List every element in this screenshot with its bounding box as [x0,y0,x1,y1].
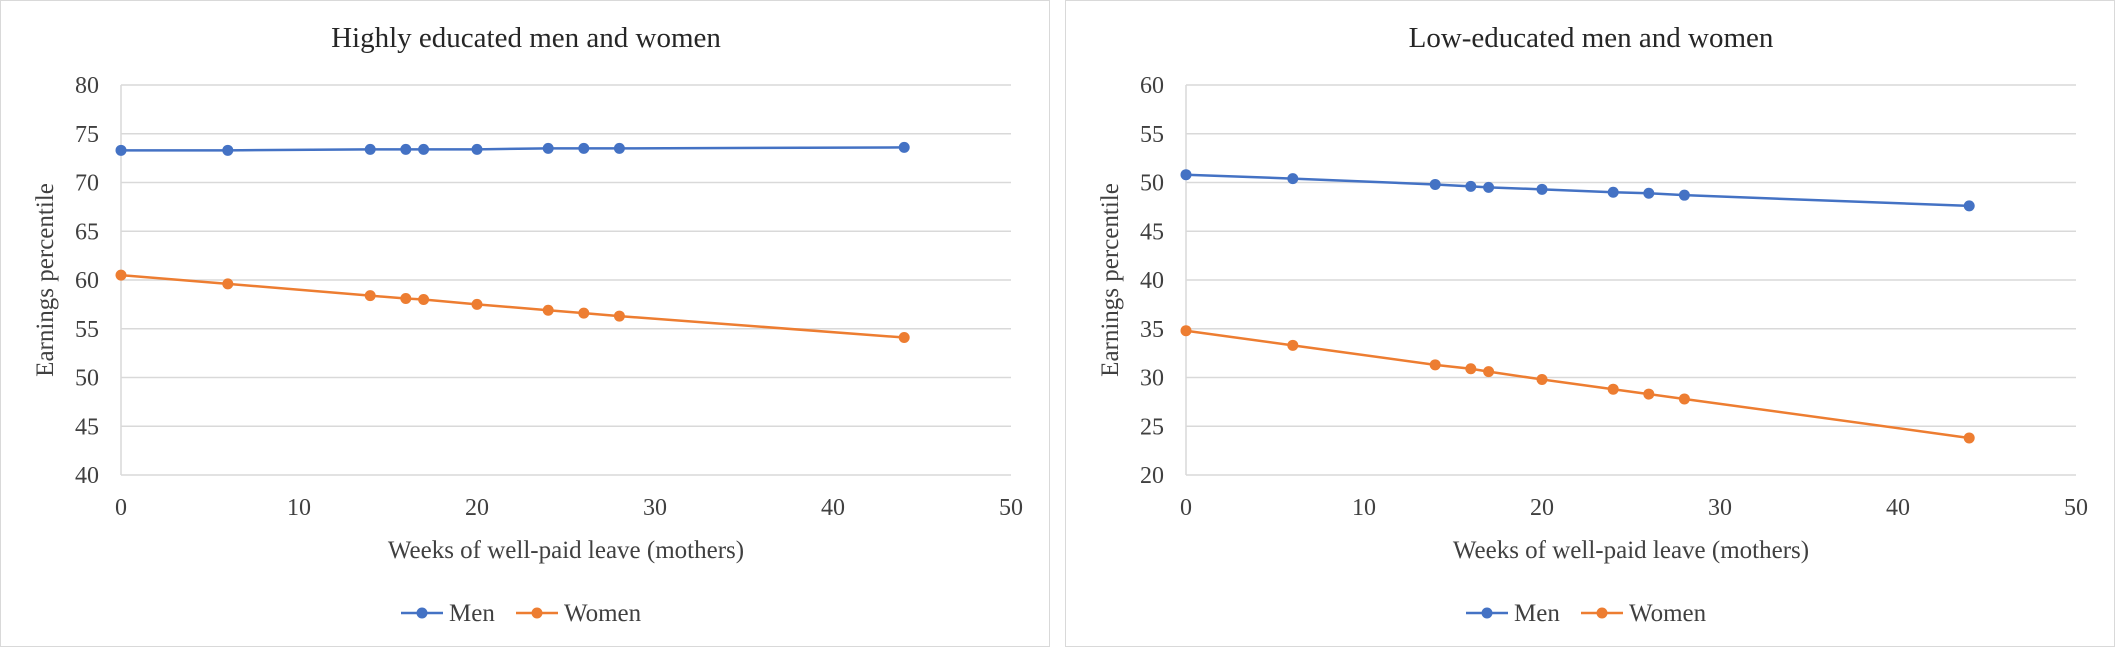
y-tick-label: 60 [1140,73,1164,99]
data-point-men [1536,183,1548,195]
data-point-men [222,144,234,156]
y-tick-label: 40 [1140,268,1164,294]
x-tick-label: 40 [821,495,845,521]
y-tick-label: 45 [1140,219,1164,245]
data-point-men [578,142,590,154]
y-tick-label: 50 [75,366,99,392]
data-point-men [1607,186,1619,198]
series-line-men [1185,173,1970,208]
legend-marker-men [1481,607,1493,619]
chart-title: Low-educated men and women [1409,22,1774,54]
y-tick-label: 25 [1140,414,1164,440]
y-tick-label: 20 [1140,463,1164,489]
y-tick-label: 35 [1140,317,1164,343]
x-axis-label: Weeks of well-paid leave (mothers) [388,537,744,564]
y-tick-label: 55 [1140,122,1164,148]
x-tick-label: 0 [1180,495,1192,521]
data-point-women [578,307,590,319]
data-point-men [1643,187,1655,199]
chart-title: Highly educated men and women [331,22,721,54]
data-point-women [1465,363,1477,375]
legend-label-women: Women [1629,600,1707,627]
x-tick-label: 0 [115,495,127,521]
data-point-women [1287,339,1299,351]
x-tick-label: 50 [2064,495,2088,521]
data-point-women [1429,359,1441,371]
data-point-women [1607,383,1619,395]
chart-panel-highly-educated: Highly educated men and women 40 45 50 55 60 6… [0,0,1050,647]
data-point-women [1536,373,1548,385]
data-point-men [418,143,430,155]
y-tick-label: 80 [75,73,99,99]
chart-svg-low-educated: Low-educated men and women 20 25 30 35 40 45 50… [1097,22,2088,627]
data-point-men [115,144,127,156]
y-tick-label: 50 [1140,171,1164,197]
legend-label-women: Women [564,600,642,627]
data-point-men [1483,181,1495,193]
data-point-men [1465,180,1477,192]
series-line-women [1185,329,1970,440]
data-point-women [898,332,910,344]
data-point-women [542,304,554,316]
y-axis-label: Earnings percentile [1097,183,1124,377]
y-tick-label: 45 [75,414,99,440]
data-point-women [471,298,483,310]
data-point-men [400,143,412,155]
y-tick-label: 65 [75,219,99,245]
data-point-women [400,293,412,305]
data-point-women [1963,432,1975,444]
legend-marker-men [416,607,428,619]
y-tick-label: 70 [75,171,99,197]
data-point-women [1678,393,1690,405]
data-point-men [1180,169,1192,181]
data-point-men [471,143,483,155]
data-point-women [1483,366,1495,378]
y-tick-label: 60 [75,268,99,294]
x-tick-label: 20 [1530,495,1554,521]
legend-marker-women [1596,607,1608,619]
legend-label-men: Men [449,600,495,627]
series-line-men [121,146,905,152]
series-line-women [120,273,905,339]
data-point-women [222,278,234,290]
x-tick-label: 10 [1352,495,1376,521]
data-point-men [613,142,625,154]
x-tick-label: 10 [287,495,311,521]
y-tick-label: 40 [75,463,99,489]
data-point-women [1643,388,1655,400]
data-point-men [1429,178,1441,190]
y-tick-label: 30 [1140,366,1164,392]
chart-svg-highly-educated: Highly educated men and women 40 45 50 55 60 6… [32,22,1023,627]
y-axis-label: Earnings percentile [32,183,59,377]
legend-label-men: Men [1514,600,1560,627]
y-tick-label: 55 [75,317,99,343]
data-point-men [898,141,910,153]
data-point-men [1963,200,1975,212]
x-tick-label: 30 [1708,495,1732,521]
data-point-women [418,294,430,305]
data-point-women [613,310,625,322]
chart-panel-low-educated: Low-educated men and women 20 25 30 35 40 45 50… [1065,0,2115,647]
y-tick-label: 75 [75,122,99,148]
data-point-women [1180,325,1192,337]
x-axis-label: Weeks of well-paid leave (mothers) [1453,537,1809,564]
data-point-men [542,142,554,154]
legend-marker-women [531,607,543,619]
data-point-women [364,290,376,302]
x-tick-label: 50 [999,495,1023,521]
data-point-men [1287,173,1299,185]
data-point-men [1678,189,1690,201]
data-point-women [115,269,127,281]
x-tick-label: 20 [465,495,489,521]
x-tick-label: 30 [643,495,667,521]
data-point-men [364,143,376,155]
x-tick-label: 40 [1886,495,1910,521]
